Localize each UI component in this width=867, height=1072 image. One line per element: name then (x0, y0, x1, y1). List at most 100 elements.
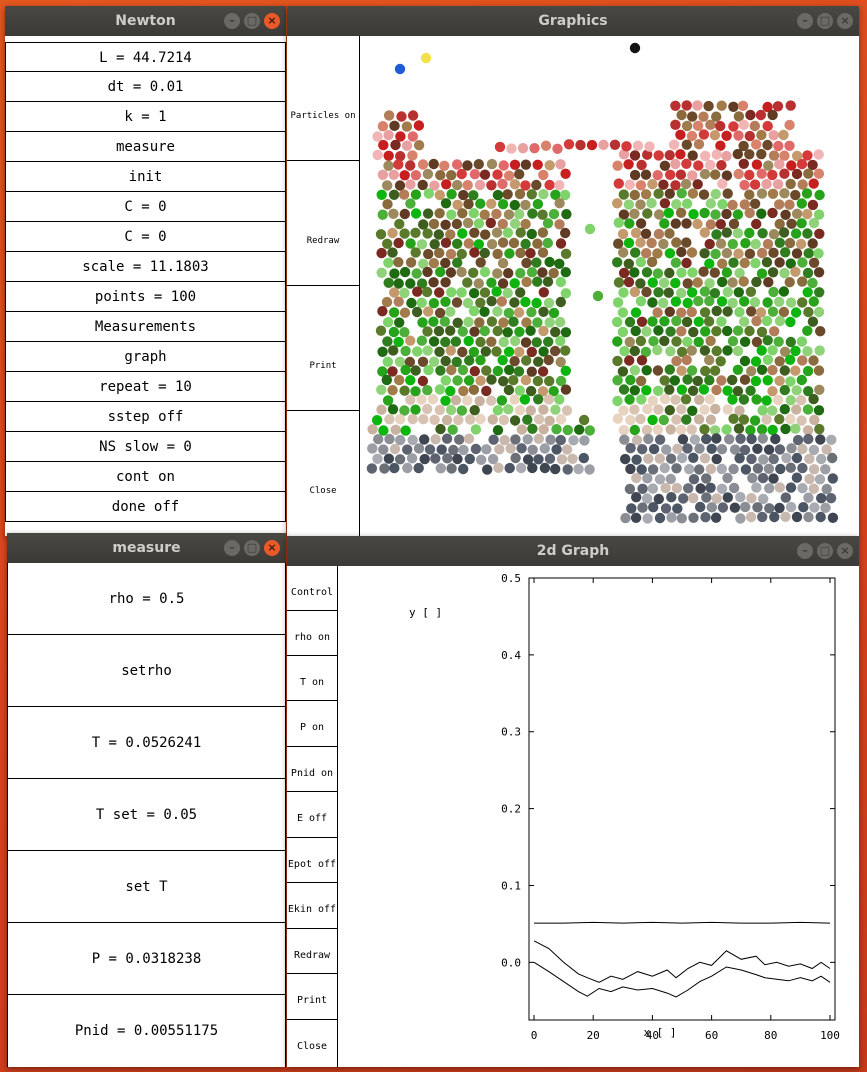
particle (479, 306, 490, 317)
newton-button[interactable]: done off (5, 492, 286, 522)
newton-button[interactable]: sstep off (5, 402, 286, 432)
particle (665, 453, 677, 464)
pnid-value[interactable]: Pnid = 0.00551175 (7, 995, 286, 1067)
particle (699, 168, 711, 180)
close-icon[interactable]: × (264, 13, 280, 29)
temperature-value[interactable]: T = 0.0526241 (7, 707, 286, 779)
close-icon[interactable]: × (264, 540, 280, 556)
newton-button[interactable]: Measurements (5, 312, 286, 342)
minimize-icon[interactable]: – (797, 543, 813, 559)
graph-titlebar[interactable]: 2d Graph – □ × (287, 536, 859, 566)
newton-button[interactable]: cont on (5, 462, 286, 492)
particle (413, 462, 424, 474)
particle (452, 238, 463, 249)
particle (555, 356, 566, 368)
particle (554, 258, 565, 269)
newton-titlebar[interactable]: Newton – □ × (5, 6, 286, 36)
y-tick-label: 0.4 (501, 649, 521, 662)
maximize-icon[interactable]: □ (244, 13, 260, 29)
particle (767, 267, 779, 278)
set-t-button[interactable]: set T (7, 851, 286, 923)
newton-button[interactable]: k = 1 (5, 102, 286, 132)
minimize-icon[interactable]: – (797, 13, 813, 29)
particle (612, 160, 623, 171)
close-icon[interactable]: × (837, 543, 853, 559)
particle (560, 248, 572, 259)
redraw-button[interactable]: Redraw (287, 161, 359, 286)
minimize-icon[interactable]: – (224, 540, 240, 556)
particle (814, 345, 825, 356)
particle (492, 189, 504, 201)
newton-button[interactable]: C = 0 (5, 222, 286, 252)
newton-button[interactable]: repeat = 10 (5, 372, 286, 402)
newton-button[interactable]: measure (5, 132, 286, 162)
particle (694, 394, 705, 405)
measure-titlebar[interactable]: measure – □ × (7, 533, 286, 563)
particle (658, 414, 669, 426)
particle (630, 307, 642, 318)
maximize-icon[interactable]: □ (244, 540, 260, 556)
particle (494, 444, 505, 455)
control-button[interactable]: Control (287, 566, 337, 611)
particle (676, 307, 687, 318)
newton-button[interactable]: init (5, 162, 286, 192)
minimize-icon[interactable]: – (224, 13, 240, 29)
close-button[interactable]: Close (296, 1041, 328, 1052)
t-toggle-button[interactable]: T on (287, 656, 337, 701)
close-icon[interactable]: × (837, 13, 853, 29)
particle (665, 424, 676, 435)
particle (473, 218, 485, 229)
particle (768, 130, 779, 141)
particle-canvas[interactable] (360, 36, 859, 536)
particle (796, 158, 808, 170)
particle (700, 326, 711, 337)
e-toggle-button[interactable]: E off (287, 792, 337, 838)
graphics-titlebar[interactable]: Graphics – □ × (287, 6, 859, 36)
particle (784, 140, 795, 151)
newton-button[interactable]: NS slow = 0 (5, 432, 286, 462)
particle (542, 237, 553, 249)
particle (746, 493, 757, 504)
particle (797, 462, 808, 474)
epot-toggle-button[interactable]: Epot off (287, 838, 337, 883)
print-button[interactable]: Print (287, 286, 359, 411)
newton-button[interactable]: L = 44.7214 (5, 42, 286, 72)
particle (473, 278, 484, 289)
particle (727, 277, 738, 288)
newton-button[interactable]: C = 0 (5, 192, 286, 222)
newton-button[interactable]: graph (5, 342, 286, 372)
ekin-toggle-button[interactable]: Ekin off (287, 883, 337, 929)
particle (407, 434, 418, 446)
pnid-toggle-button[interactable]: Pnid on (287, 747, 337, 792)
particles-toggle-button[interactable]: Particles on (287, 36, 359, 161)
particle (670, 100, 681, 112)
particle (410, 247, 421, 258)
particle (384, 414, 395, 425)
particle (496, 395, 508, 406)
redraw-button[interactable]: Redraw (287, 929, 337, 974)
particle (744, 207, 755, 219)
rho-value[interactable]: rho = 0.5 (7, 563, 286, 635)
newton-button[interactable]: dt = 0.01 (5, 72, 286, 102)
particle (704, 394, 715, 405)
setrho-button[interactable]: setrho (7, 635, 286, 707)
particle (486, 336, 497, 347)
rho-toggle-button[interactable]: rho on (287, 611, 337, 656)
newton-button[interactable]: points = 100 (5, 282, 286, 312)
particle (486, 395, 497, 406)
temperature-set-value[interactable]: T set = 0.05 (7, 779, 286, 851)
pressure-value[interactable]: P = 0.0318238 (7, 923, 286, 995)
close-button[interactable]: Close (309, 486, 337, 496)
particle (624, 355, 635, 366)
particle (373, 434, 384, 445)
particle (734, 453, 745, 464)
particle (785, 376, 796, 387)
print-button[interactable]: Print (287, 974, 337, 1020)
particle (757, 433, 768, 444)
p-toggle-button[interactable]: P on (287, 701, 337, 747)
maximize-icon[interactable]: □ (817, 13, 833, 29)
maximize-icon[interactable]: □ (817, 543, 833, 559)
particle (665, 169, 676, 180)
particle (647, 464, 659, 475)
newton-button[interactable]: scale = 11.1803 (5, 252, 286, 282)
